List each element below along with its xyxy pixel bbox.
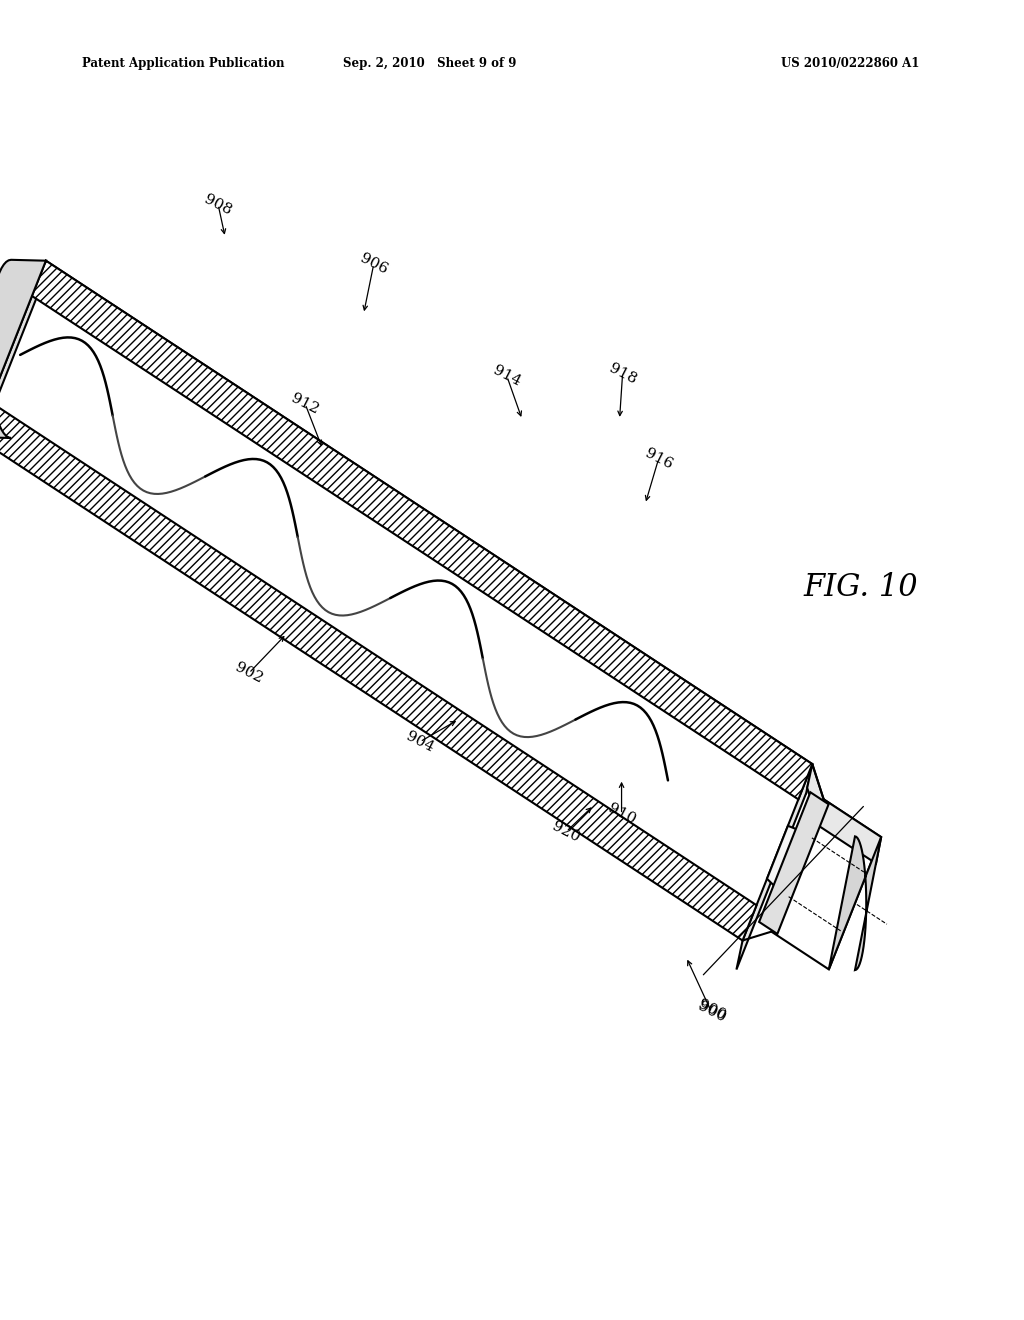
Text: Patent Application Publication: Patent Application Publication <box>82 57 285 70</box>
Polygon shape <box>0 260 46 438</box>
Text: 910: 910 <box>605 801 638 828</box>
Polygon shape <box>0 296 799 906</box>
Text: FIG. 10: FIG. 10 <box>804 572 919 603</box>
Text: 900: 900 <box>695 999 728 1026</box>
Text: 904: 904 <box>403 729 436 755</box>
Text: 914: 914 <box>490 363 523 389</box>
Polygon shape <box>759 792 828 935</box>
Polygon shape <box>736 764 812 970</box>
Text: 908: 908 <box>202 191 234 218</box>
Text: 906: 906 <box>357 251 390 277</box>
Polygon shape <box>40 260 812 793</box>
Polygon shape <box>0 401 757 941</box>
Polygon shape <box>807 764 823 824</box>
Text: 918: 918 <box>606 360 639 387</box>
Text: US 2010/0222860 A1: US 2010/0222860 A1 <box>780 57 920 70</box>
Text: 902: 902 <box>232 660 265 686</box>
Text: Sep. 2, 2010   Sheet 9 of 9: Sep. 2, 2010 Sheet 9 of 9 <box>343 57 517 70</box>
Polygon shape <box>0 260 46 466</box>
Polygon shape <box>828 837 881 970</box>
Polygon shape <box>771 800 881 969</box>
Text: 916: 916 <box>642 446 675 473</box>
Polygon shape <box>32 260 812 800</box>
Polygon shape <box>767 826 813 899</box>
Text: 900: 900 <box>695 997 728 1023</box>
Polygon shape <box>818 800 881 863</box>
Text: 912: 912 <box>289 391 322 417</box>
Text: 920: 920 <box>550 818 583 845</box>
